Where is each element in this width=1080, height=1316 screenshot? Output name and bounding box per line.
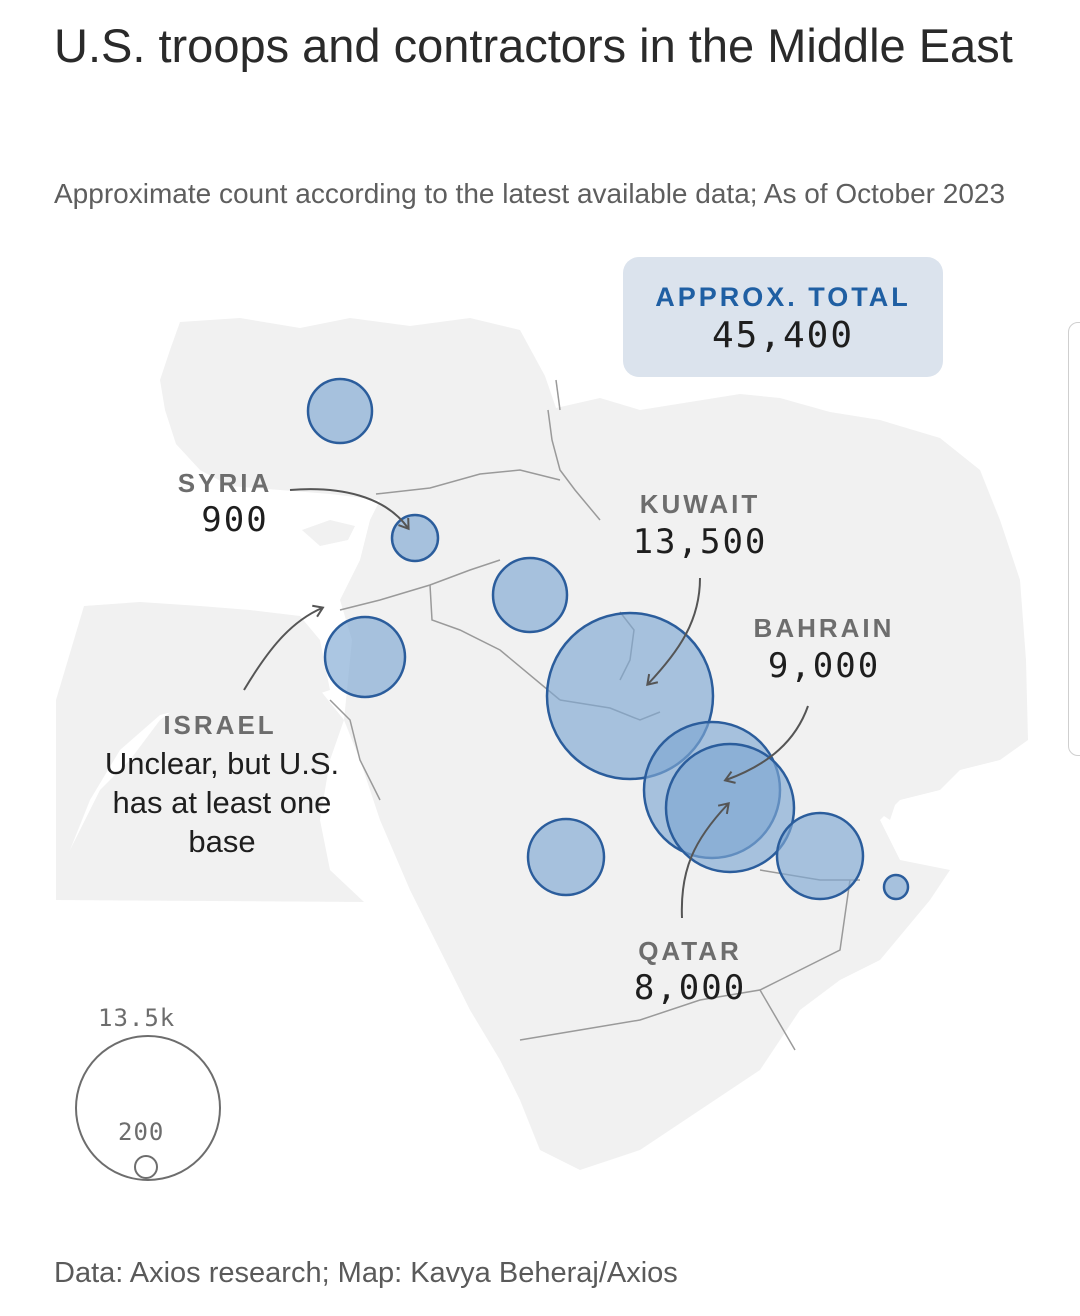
arrow-syria — [289, 488, 410, 531]
callout-arrows — [243, 488, 809, 919]
bahrain-label: BAHRAIN — [753, 613, 895, 643]
chart-title: U.S. troops and contractors in the Middl… — [54, 19, 1013, 72]
qatar-label: QATAR — [638, 936, 742, 966]
land-egypt — [56, 602, 330, 900]
side-scroll-handle[interactable] — [1068, 322, 1080, 756]
israel-label: ISRAEL — [163, 710, 277, 740]
bubble-saudi — [526, 817, 606, 897]
land-oman-tip — [860, 780, 900, 820]
israel-note: Unclear, but U.S. has at least one base — [104, 746, 340, 859]
bubble-iraq — [491, 556, 569, 634]
bahrain-value: 9,000 — [767, 646, 881, 686]
arrow-bahrain — [723, 705, 809, 784]
land-masses — [56, 318, 1028, 1170]
chart-subtitle: Approximate count according to the lates… — [54, 178, 1006, 209]
bubble-turkey — [306, 377, 374, 445]
arrow-israel — [243, 604, 325, 691]
bubble-syria — [390, 513, 440, 563]
arrow-qatar — [680, 801, 730, 919]
kuwait-label: KUWAIT — [639, 489, 761, 519]
syria-value: 900 — [201, 500, 269, 540]
legend-circle-min — [134, 1155, 158, 1179]
land-main — [56, 318, 1028, 1170]
source-credit: Data: Axios research; Map: Kavya Beheraj… — [54, 1257, 678, 1289]
syria-label: SYRIA — [177, 468, 273, 498]
troop-bubbles — [306, 377, 910, 901]
legend-max-label: 13.5k — [98, 1004, 176, 1032]
total-label: APPROX. TOTAL — [655, 282, 911, 312]
legend-circle-max — [75, 1035, 221, 1181]
bubble-jordan — [323, 615, 407, 699]
legend-min-label: 200 — [118, 1118, 165, 1146]
size-legend — [75, 1035, 221, 1181]
land-cyprus — [302, 520, 355, 546]
kuwait-value: 13,500 — [632, 522, 768, 562]
bubble-qatar — [664, 742, 796, 874]
qatar-value: 8,000 — [633, 968, 747, 1008]
total-summary-box: APPROX. TOTAL 45,400 — [623, 257, 943, 377]
arrow-kuwait — [646, 577, 701, 687]
total-value: 45,400 — [711, 315, 855, 356]
bubble-oman — [882, 873, 910, 901]
bubble-uae — [775, 811, 865, 901]
middle-east-map — [56, 318, 1028, 1181]
